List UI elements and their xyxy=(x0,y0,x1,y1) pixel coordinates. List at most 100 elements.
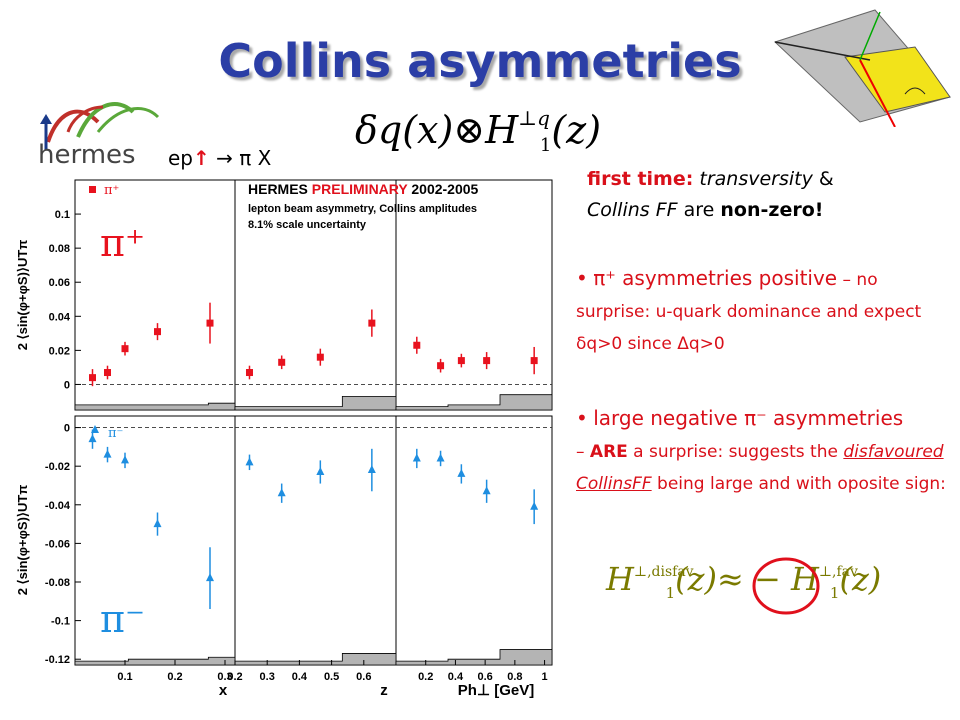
chart-subtitle-1: lepton beam asymmetry, Collins amplitude… xyxy=(248,203,477,215)
chart-title-preliminary: PRELIMINARY xyxy=(312,181,409,197)
xtick-label: 0.6 xyxy=(477,671,492,683)
first-time-nonzero: non-zero! xyxy=(720,199,824,221)
chart-title-part3: 2002-2005 xyxy=(407,181,478,197)
arrow-right-icon: → xyxy=(216,146,233,170)
pi-plus-point xyxy=(278,358,286,366)
xtick-label: 0.8 xyxy=(507,671,522,683)
top-ytick-label: 0.1 xyxy=(55,209,70,221)
pi-minus-point xyxy=(153,519,162,528)
bullet2-pi: π⁻ xyxy=(744,406,767,430)
xaxis-label: Ph⊥ [GeV] xyxy=(458,682,534,699)
bullet2-disfavoured: disfavoured CollinsFF xyxy=(576,442,944,494)
bullet2-dash: – xyxy=(576,442,590,462)
bottom-formula-one-right: 1 xyxy=(829,584,840,602)
bullet2-asym: asymmetries xyxy=(766,406,904,430)
bullet2-tail: being large and with oposite sign: xyxy=(651,474,946,494)
hermes-logo-text: hermes xyxy=(38,140,136,170)
bottom-ytick-label: -0.06 xyxy=(45,538,70,550)
pi-minus-point xyxy=(367,465,376,474)
hermes-logo-icon xyxy=(40,102,160,150)
pi-plus-point xyxy=(89,374,96,382)
big-label-pi-plus: π⁺ xyxy=(100,221,145,265)
xtick-label: 0.6 xyxy=(356,671,371,683)
first-time-statement: first time: transversity & Collins FF ar… xyxy=(587,164,947,226)
first-time-are: are xyxy=(677,199,721,221)
bottom-ytick-label: 0 xyxy=(64,423,70,435)
first-time-label: first time: xyxy=(587,168,694,190)
pi-minus-point xyxy=(121,455,129,464)
pi-plus-point xyxy=(368,319,376,327)
bottom-formula-right: (z) xyxy=(839,560,882,598)
bottom-ytick-label: -0.1 xyxy=(51,616,70,628)
bottom-ytick-label: -0.02 xyxy=(45,461,70,473)
bottom-ytick-label: -0.12 xyxy=(45,654,70,666)
legend-pi-minus: π⁻ xyxy=(108,426,123,441)
main-formula: δq(x)⊗H⊥q 1(z) xyxy=(355,106,602,156)
pi-plus-point xyxy=(121,345,129,353)
xaxis-label: x xyxy=(219,682,228,699)
xtick-label: 1 xyxy=(542,671,548,683)
reaction-initial: ep xyxy=(168,146,193,170)
bottom-systematic-band xyxy=(74,656,236,666)
first-time-collins: Collins FF xyxy=(587,199,678,221)
xtick-label: 0.2 xyxy=(167,671,182,683)
pi-plus-point xyxy=(104,369,111,377)
top-systematic-band xyxy=(234,395,397,411)
bullet1-pi: π⁺ xyxy=(593,266,616,290)
legend-pi-plus: π⁺ xyxy=(104,183,119,198)
xtick-label: 0.2 xyxy=(418,671,433,683)
top-ytick-label: 0.02 xyxy=(49,345,70,357)
pi-plus-point xyxy=(316,353,324,361)
reaction-final: π X xyxy=(239,146,272,170)
bottom-panel-frame xyxy=(395,415,553,666)
pi-minus-point xyxy=(245,457,254,466)
pi-plus-point xyxy=(413,341,421,349)
pi-minus-point xyxy=(88,434,97,443)
big-label-pi-minus: π⁻ xyxy=(100,597,145,641)
xtick-label: 0.3 xyxy=(260,671,275,683)
pi-plus-point xyxy=(437,362,445,370)
top-panel-frame xyxy=(74,179,236,411)
slide-title: Collins asymmetries xyxy=(218,34,742,88)
bottom-formula: H⊥,disfav1(z)≈ − H⊥,fav1(z) xyxy=(606,560,882,602)
pi-plus-point xyxy=(457,357,465,365)
pi-minus-point xyxy=(412,453,421,462)
pi-plus-point xyxy=(206,319,214,327)
first-time-transversity: transversity xyxy=(699,168,813,190)
pi-plus-point xyxy=(245,369,253,377)
xtick-label: 0.4 xyxy=(448,671,464,683)
bottom-formula-fav: ⊥,fav xyxy=(818,564,858,580)
top-systematic-band xyxy=(395,394,553,411)
pi-minus-point xyxy=(530,501,539,510)
bullet-pi-plus: • π⁺ asymmetries positive – no surprise:… xyxy=(576,262,946,360)
pi-minus-point xyxy=(206,573,214,582)
bullet-pi-minus: • large negative π⁻ asymmetries – ARE a … xyxy=(576,402,946,500)
formula-arg: (z) xyxy=(551,108,602,152)
bullet1-body: – no surprise: u-quark dominance and exp… xyxy=(576,270,922,354)
xtick-label: 0.1 xyxy=(117,671,132,683)
chart-title: HERMES PRELIMINARY 2002-2005 xyxy=(248,181,479,197)
xtick-label: 0.3 xyxy=(217,671,232,683)
bullet1-head: asymmetries positive xyxy=(615,266,838,290)
bottom-formula-h-left: H xyxy=(606,560,634,598)
top-ytick-label: 0 xyxy=(64,379,70,391)
bottom-ytick-label: -0.08 xyxy=(45,577,70,589)
bullet-dot-icon: • xyxy=(576,266,588,290)
bottom-systematic-band xyxy=(234,653,397,666)
pi-minus-point xyxy=(436,453,445,462)
xtick-label: 0.4 xyxy=(292,671,308,683)
pi-minus-point xyxy=(457,468,466,477)
formula-sub: 1 xyxy=(539,135,552,156)
top-systematic-band xyxy=(74,402,236,411)
pi-minus-point xyxy=(316,466,325,475)
bottom-systematic-band xyxy=(395,649,553,666)
formula-main: δq(x)⊗H xyxy=(355,108,519,152)
bottom-ytick-label: -0.04 xyxy=(45,500,71,512)
bullet2-head: large negative xyxy=(593,406,745,430)
pi-plus-point xyxy=(154,328,161,336)
bullet-dot-icon: • xyxy=(576,406,588,430)
bottom-ylabel: 2 ⟨sin(φ+φS)⟩UTπ xyxy=(15,485,30,596)
collins-asymmetry-chart: 0.1 0.08 0.06 0.04 0.02 0 0 -0.02 -0.04 -0.06 -0.0… xyxy=(15,179,553,699)
pi-minus-point xyxy=(103,449,112,458)
bottom-formula-mid: (z)≈ − H xyxy=(675,560,819,598)
